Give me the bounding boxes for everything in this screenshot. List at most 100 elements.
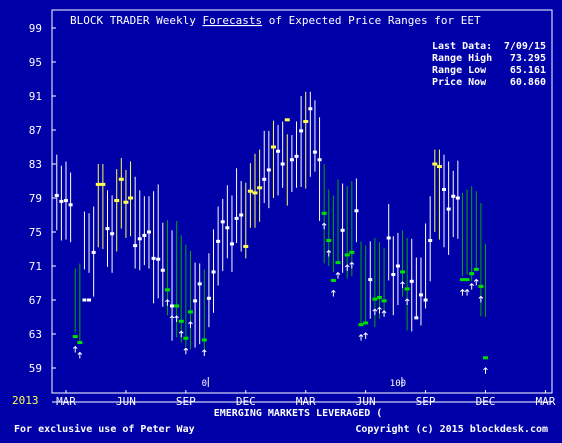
price-marker (459, 278, 465, 282)
price-marker (436, 165, 442, 169)
y-tick-label: 87 (29, 124, 42, 137)
price-marker (54, 193, 59, 197)
price-marker (105, 227, 110, 231)
price-marker (114, 199, 120, 203)
x-tick-label: JUN (116, 395, 136, 408)
price-marker (414, 316, 419, 320)
x-tick-label: SEP (416, 395, 436, 408)
price-marker (299, 129, 304, 133)
buy-signal-arrow-icon (469, 282, 475, 290)
buy-signal-arrow-icon (363, 332, 369, 339)
buy-signal-arrow-icon (460, 288, 465, 296)
price-marker (95, 182, 101, 186)
price-marker (229, 242, 234, 246)
price-marker (312, 150, 317, 154)
price-marker (206, 296, 211, 300)
price-marker (239, 213, 244, 217)
price-marker (284, 118, 290, 122)
price-marker (400, 270, 406, 274)
buy-signal-arrow-icon (178, 330, 184, 338)
price-marker (137, 237, 142, 241)
price-marker (68, 203, 73, 207)
price-marker (164, 288, 170, 292)
price-marker (404, 287, 410, 291)
price-marker (174, 304, 180, 308)
info-value-price-now: 60.860 (510, 77, 546, 88)
price-marker (344, 253, 350, 257)
price-marker (428, 239, 433, 242)
price-marker (303, 120, 309, 123)
price-marker (187, 310, 193, 314)
price-marker (473, 267, 479, 271)
chart-subtitle: EMERGING MARKETS LEVERAGED ( (214, 408, 383, 419)
buy-signal-arrow-icon (165, 299, 170, 306)
price-marker (146, 230, 151, 234)
y-tick-label: 71 (29, 260, 42, 273)
price-marker (91, 250, 96, 254)
price-marker (386, 236, 391, 240)
price-marker (358, 323, 364, 327)
info-value-range-high: 73.295 (510, 53, 546, 64)
y-tick-label: 59 (29, 362, 42, 375)
price-marker (376, 295, 382, 299)
x-tick-label: MAR (296, 395, 316, 408)
buy-signal-arrow-icon (377, 306, 382, 314)
buy-signal-arrow-icon (174, 315, 179, 322)
plot-frame (51, 9, 553, 394)
price-marker (289, 158, 294, 162)
footer-user-note: For exclusive use of Peter Way (14, 423, 195, 435)
price-marker (160, 268, 165, 272)
x-axis: MAR JUN SEP DEC MAR JUN SEP DEC MAR 0 100 (56, 377, 556, 408)
x-tick-label: MAR (536, 395, 556, 408)
price-marker (308, 107, 313, 111)
price-marker (225, 226, 230, 230)
footer-copyright: Copyright (c) 2015 blockdesk.com (355, 423, 548, 435)
y-tick-label: 67 (29, 294, 42, 307)
price-marker (418, 293, 423, 297)
price-marker (262, 177, 267, 181)
price-marker (423, 298, 428, 302)
price-marker (266, 168, 271, 172)
price-marker (363, 321, 369, 325)
price-marker (270, 145, 276, 149)
price-marker (469, 272, 475, 276)
range-bars (54, 91, 489, 374)
price-marker (409, 279, 414, 283)
price-marker (330, 278, 336, 282)
y-tick-label: 99 (29, 22, 42, 35)
price-marker (142, 233, 147, 237)
price-marker (151, 256, 156, 260)
buy-signal-arrow-icon (335, 271, 341, 279)
y-axis: 59 63 67 71 75 79 83 87 91 95 99 (29, 22, 56, 375)
info-box: Last Data: Range High Range Low Price No… (432, 41, 546, 88)
price-marker (201, 338, 207, 342)
price-marker (72, 335, 78, 339)
price-marker (170, 304, 175, 308)
buy-signal-arrow-icon (372, 308, 378, 316)
x-tick-label: JUN (356, 395, 376, 408)
price-marker (464, 278, 470, 282)
price-marker (432, 162, 438, 166)
price-marker (321, 211, 327, 215)
axis-marker-label: 0 (202, 379, 207, 389)
price-marker (483, 356, 489, 360)
chart-title: BLOCK TRADER Weekly Forecasts of Expecte… (70, 14, 481, 27)
buy-signal-arrow-icon (321, 222, 327, 230)
price-marker (391, 273, 396, 276)
price-marker (381, 299, 387, 303)
buy-signal-arrow-icon (344, 264, 350, 271)
price-marker (59, 199, 64, 203)
price-marker (193, 299, 198, 303)
price-marker (257, 186, 263, 190)
x-tick-label: DEC (236, 395, 256, 408)
price-marker (133, 244, 138, 248)
price-marker (118, 177, 124, 181)
price-marker (294, 154, 299, 158)
price-marker (340, 228, 345, 232)
info-label-last-data: Last Data: (432, 41, 492, 52)
y-tick-label: 95 (29, 56, 42, 69)
price-marker (354, 209, 359, 213)
chart-title-suffix: of Expected Price Ranges for EET (269, 14, 481, 27)
price-marker (372, 297, 378, 301)
